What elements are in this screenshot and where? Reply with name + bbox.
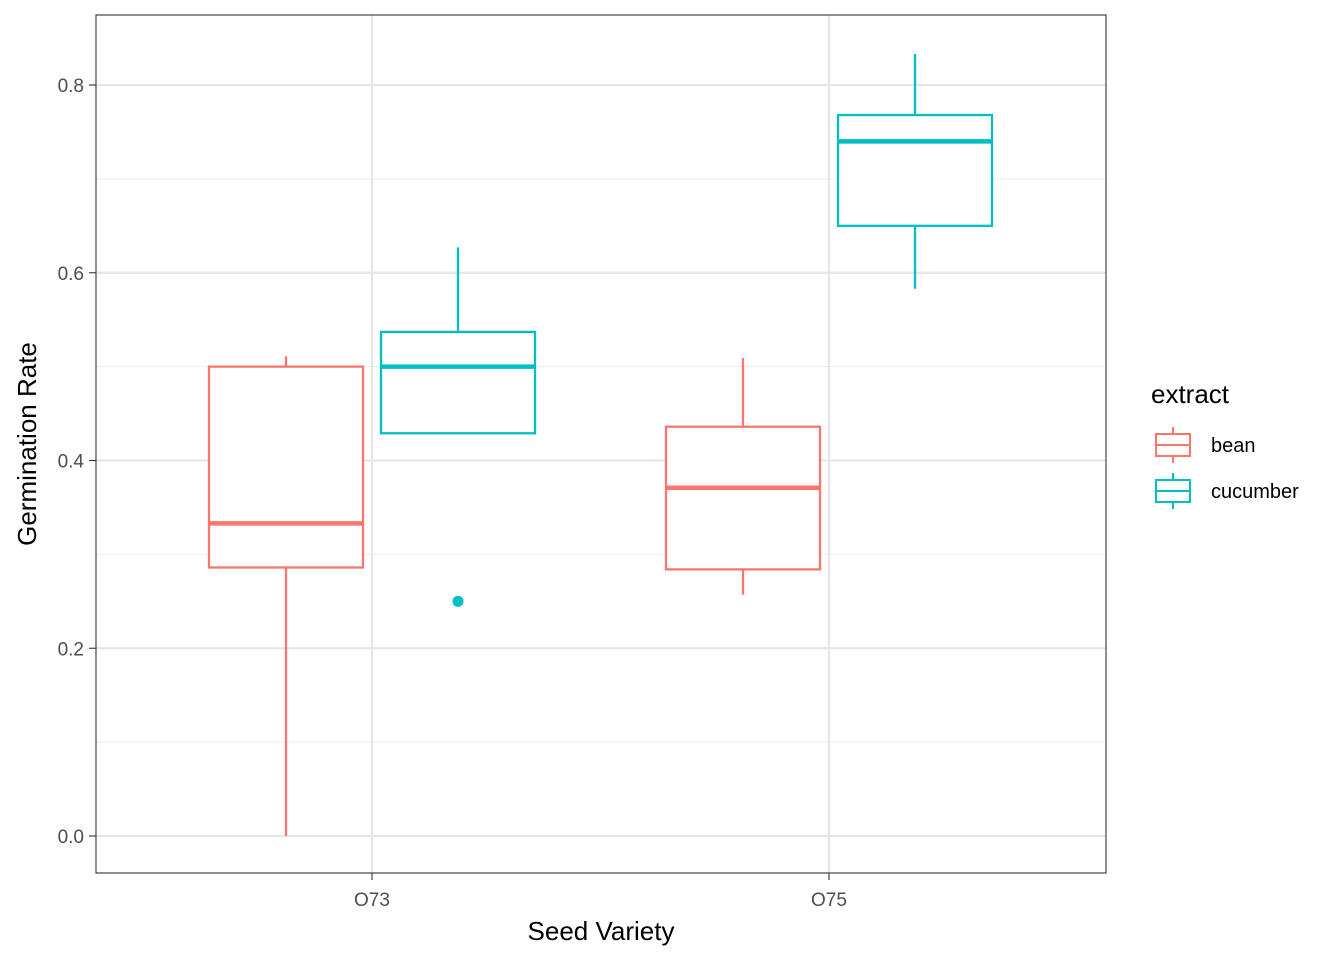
panel-border bbox=[95, 14, 1107, 874]
axes: 0.0 0.2 0.4 0.6 0.8 O73 O75 bbox=[58, 76, 847, 911]
legend-label: bean bbox=[1211, 435, 1256, 457]
y-tick-label-1: 0.2 bbox=[58, 639, 84, 660]
box-bean-O73 bbox=[207, 356, 365, 836]
legend: extract bean cucumber bbox=[1151, 379, 1299, 509]
y-tick-label-0: 0.0 bbox=[58, 827, 84, 848]
box-iqr bbox=[836, 113, 994, 227]
y-tick-label-3: 0.6 bbox=[58, 264, 84, 285]
y-axis-title: Germination Rate bbox=[12, 342, 42, 546]
box-cucumber-O75 bbox=[836, 54, 994, 289]
legend-title: extract bbox=[1151, 379, 1230, 409]
legend-entry-cucumber: cucumber bbox=[1155, 473, 1299, 509]
boxes bbox=[207, 54, 994, 836]
legend-label: cucumber bbox=[1211, 481, 1299, 503]
box-iqr bbox=[379, 330, 537, 435]
x-tick-label-0: O73 bbox=[354, 890, 390, 911]
box-iqr bbox=[664, 425, 822, 571]
y-tick-label-2: 0.4 bbox=[58, 452, 85, 473]
legend-entry-bean: bean bbox=[1155, 427, 1256, 463]
outlier-point-0 bbox=[452, 595, 464, 607]
x-tick-label-1: O75 bbox=[811, 890, 847, 911]
y-tick-label-4: 0.8 bbox=[58, 76, 84, 97]
box-iqr bbox=[207, 365, 365, 569]
box-cucumber-O73 bbox=[379, 247, 537, 607]
box-bean-O75 bbox=[664, 358, 822, 595]
x-axis-title: Seed Variety bbox=[528, 916, 675, 946]
